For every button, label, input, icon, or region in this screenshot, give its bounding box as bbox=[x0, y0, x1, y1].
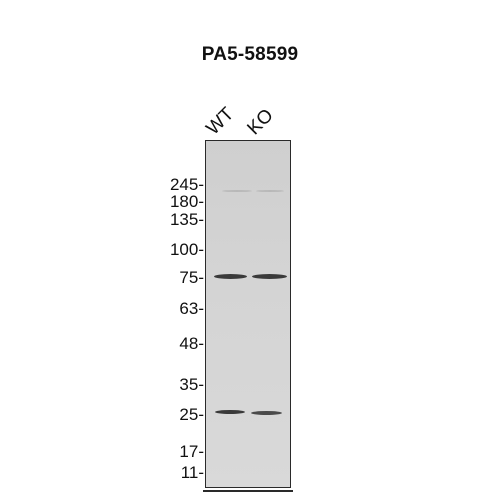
marker-48: 48- bbox=[179, 334, 204, 353]
marker-35: 35- bbox=[179, 375, 204, 394]
marker-180: 180- bbox=[169, 192, 204, 211]
marker-75: 75- bbox=[179, 268, 204, 287]
marker-100: 100- bbox=[169, 240, 204, 259]
band-wt-27 bbox=[215, 410, 245, 414]
marker-135: 135- bbox=[169, 210, 204, 229]
band-ko-75 bbox=[252, 274, 287, 279]
marker-245: 245- bbox=[169, 175, 204, 194]
lane-label-wt: WT bbox=[202, 103, 239, 140]
lane-label-ko: KO bbox=[243, 105, 278, 140]
band-ko-27 bbox=[251, 411, 282, 415]
membrane-baseline bbox=[203, 490, 293, 492]
band-wt-245 bbox=[222, 190, 252, 192]
blot-membrane bbox=[205, 140, 291, 488]
marker-11: 11- bbox=[180, 463, 204, 482]
marker-17: 17- bbox=[179, 442, 204, 461]
blot-title: PA5-58599 bbox=[201, 44, 299, 65]
band-ko-245 bbox=[256, 190, 284, 192]
marker-63: 63- bbox=[179, 299, 204, 318]
marker-25: 25- bbox=[179, 405, 204, 424]
band-wt-75 bbox=[214, 274, 247, 279]
